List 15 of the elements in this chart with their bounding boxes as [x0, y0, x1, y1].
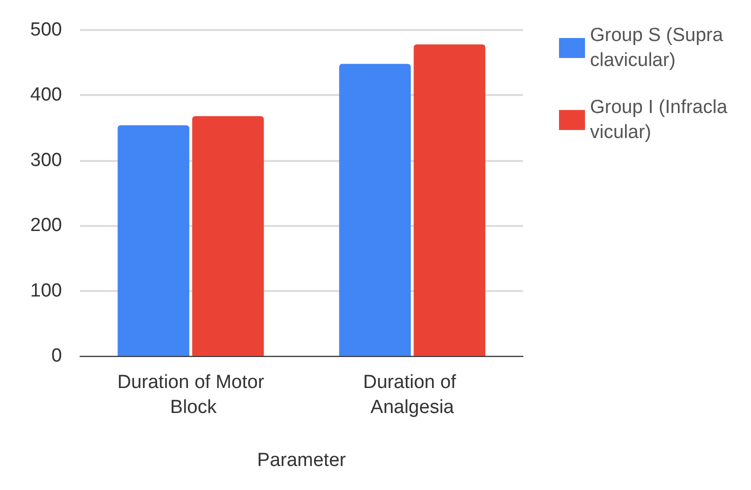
legend-label: Group S (Supraclavicular) — [590, 25, 724, 71]
x-axis-title: Parameter — [257, 450, 347, 471]
y-tick-label: 400 — [30, 84, 62, 106]
y-tick-label: 0 — [51, 346, 62, 366]
bar — [339, 64, 411, 356]
bar — [192, 116, 264, 356]
bar — [118, 125, 190, 356]
x-tick-label: Duration of Analgesia — [363, 372, 462, 418]
y-tick-label: 200 — [30, 215, 62, 236]
legend-label: Group I (Infraclavicular) — [590, 97, 728, 143]
bar — [414, 44, 486, 356]
y-tick-label: 300 — [30, 150, 62, 171]
x-tick-label: Duration of Motor Block — [117, 372, 265, 418]
y-tick-label: 100 — [30, 280, 62, 302]
y-tick-label: 500 — [30, 20, 62, 40]
